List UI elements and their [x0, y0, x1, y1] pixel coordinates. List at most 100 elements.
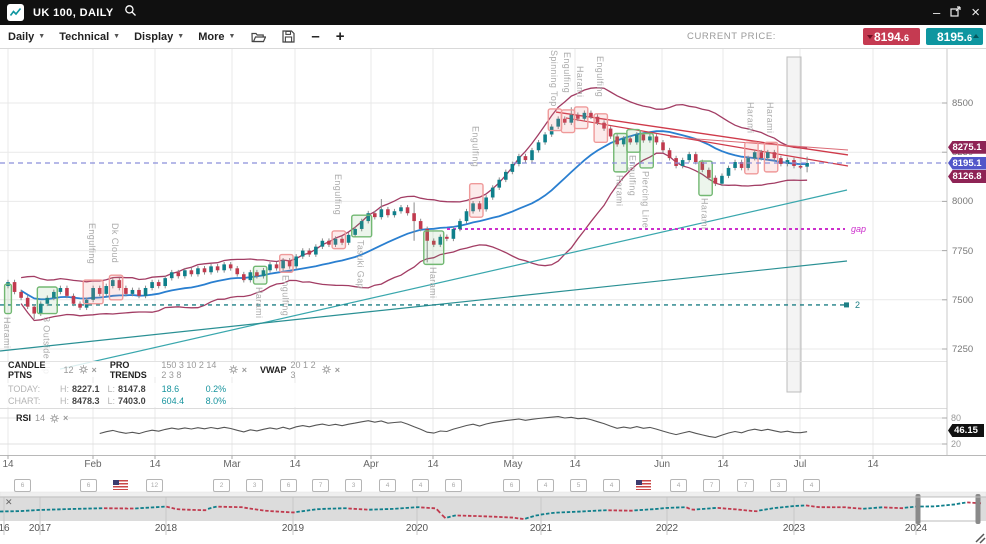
trendline-4[interactable] [0, 260, 848, 352]
calendar-event-icon[interactable]: 5 [570, 479, 587, 492]
price-tick-8500: 8500 [952, 98, 974, 109]
pattern-box-harami[interactable] [698, 160, 713, 197]
pattern-box-3-outside-up[interactable] [36, 286, 58, 315]
pattern-box-tasuki-gap[interactable] [351, 214, 373, 238]
calendar-event-icon[interactable]: 4 [412, 479, 429, 492]
vwap-remove-icon[interactable]: × [334, 364, 340, 375]
pattern-box-spinning-top[interactable] [547, 108, 563, 132]
us-flag-icon[interactable] [113, 480, 128, 490]
calendar-event-icon[interactable]: 4 [670, 479, 687, 492]
calendar-event-icon[interactable]: 12 [146, 479, 163, 492]
calendar-event-icon[interactable]: 7 [703, 479, 720, 492]
pattern-box-harami[interactable] [423, 230, 445, 266]
today-low-value: 8147.8 [118, 384, 146, 394]
trendline-2[interactable] [669, 136, 849, 151]
pattern-box-harami[interactable] [3, 283, 13, 315]
chart-change-value: 604.4 [161, 396, 185, 406]
vwap-settings-gear-icon[interactable] [322, 365, 331, 374]
pattern-box-engulfing[interactable] [468, 182, 484, 218]
calendar-event-icon[interactable]: 4 [603, 479, 620, 492]
calendar-event-icon[interactable]: 6 [14, 479, 31, 492]
candle-ptns-remove-icon[interactable]: × [91, 364, 97, 375]
rsi-name: RSI [16, 413, 32, 423]
open-folder-icon[interactable] [251, 31, 267, 43]
menu-daily[interactable]: Daily ▼ [8, 30, 46, 43]
calendar-event-icon[interactable]: 2 [213, 479, 230, 492]
pattern-box-harami[interactable] [573, 106, 589, 130]
calendar-event-icon[interactable]: 4 [537, 479, 554, 492]
calendar-event-icon[interactable]: 7 [312, 479, 329, 492]
horizontal-scrollbar[interactable] [0, 491, 986, 497]
minimap-strip[interactable] [0, 497, 986, 521]
pattern-box-dk-cloud[interactable] [108, 274, 124, 301]
zoom-in-button[interactable]: + [335, 27, 345, 45]
calendar-event-icon[interactable]: 4 [379, 479, 396, 492]
calendar-event-icon[interactable]: 6 [80, 479, 97, 492]
trendline-3[interactable] [59, 189, 848, 370]
candle-ptns-name: CANDLE PTNS [8, 359, 46, 380]
pattern-box-piercing-line[interactable] [639, 132, 655, 169]
minimap-left-handle[interactable] [915, 494, 921, 524]
pattern-box-engulfing[interactable] [593, 113, 609, 144]
pattern-label-harami: Harami [254, 287, 265, 319]
calendar-event-icon[interactable]: 3 [770, 479, 787, 492]
calendar-event-icon[interactable]: 3 [246, 479, 263, 492]
trendline-1[interactable] [565, 117, 849, 167]
candle-ptns-settings-gear-icon[interactable] [78, 365, 88, 374]
pattern-box-engulfing[interactable] [560, 109, 576, 134]
us-flag-icon[interactable] [636, 480, 651, 490]
rsi-settings-gear-icon[interactable] [50, 413, 59, 423]
toolbar: Daily ▼ Technical ▼ Display ▼ More ▼ – + CURREN… [0, 25, 986, 49]
menu-more[interactable]: More ▼ [198, 30, 236, 43]
minimap-right-handle[interactable] [975, 494, 981, 524]
minimap-selection-window[interactable] [917, 496, 979, 522]
calendar-event-icon[interactable]: 7 [737, 479, 754, 492]
zoom-out-button[interactable]: – [311, 27, 320, 45]
pattern-box-harami[interactable] [613, 132, 628, 173]
calendar-event-icon[interactable]: 6 [445, 479, 462, 492]
calendar-event-icon[interactable]: 3 [345, 479, 362, 492]
pattern-box-harami[interactable] [744, 141, 759, 175]
trendline-0[interactable] [555, 111, 849, 156]
pattern-label-dk-cloud: Dk Cloud [110, 223, 121, 264]
time-tick-14: 14 [717, 459, 729, 470]
search-icon[interactable] [124, 4, 137, 22]
pattern-box-engulfing[interactable] [626, 128, 641, 153]
pattern-label-engulfing: Engulfing [594, 56, 605, 98]
pattern-box-harami[interactable] [252, 265, 268, 285]
pattern-box-engulfing[interactable] [82, 279, 104, 305]
plot-area [0, 87, 849, 370]
close-button[interactable]: × [971, 4, 980, 21]
rsi-remove-icon[interactable]: × [63, 413, 69, 423]
highlight-band[interactable] [786, 56, 802, 393]
time-tick-14: 14 [2, 459, 14, 470]
candlesticks[interactable] [6, 107, 809, 319]
pattern-label-engulfing: Engulfing [470, 126, 481, 168]
price-badge-8275.1: 8275.1 [948, 140, 986, 154]
pattern-box-harami[interactable] [763, 141, 779, 173]
pattern-label-harami: Harami [427, 267, 438, 299]
resize-grip[interactable] [975, 533, 986, 544]
minimize-button[interactable]: – [933, 5, 941, 20]
minimap-close-icon[interactable]: ✕ [5, 497, 13, 507]
save-icon[interactable] [282, 30, 296, 43]
pattern-label-engulfing: Engulfing [280, 275, 291, 317]
pattern-label-harami: Harami [745, 101, 756, 134]
pattern-box-engulfing[interactable] [331, 230, 347, 250]
pro-trends-remove-icon[interactable]: × [241, 364, 248, 375]
menu-technical[interactable]: Technical ▼ [59, 30, 121, 43]
menu-display[interactable]: Display ▼ [134, 30, 185, 43]
today-label: TODAY: [8, 384, 41, 394]
calendar-event-icon[interactable]: 6 [280, 479, 297, 492]
chart-label: CHART: [8, 396, 41, 406]
vwap-name: VWAP [260, 364, 287, 375]
popout-button[interactable] [950, 6, 961, 19]
calendar-event-icon[interactable]: 6 [503, 479, 520, 492]
pattern-box-engulfing[interactable] [279, 253, 294, 273]
today-stats-row: TODAY: H: 8227.1 L: 8147.8 18.6 0.2% [0, 383, 340, 395]
pattern-label-piercing-line: Piercing Line [640, 170, 651, 229]
pro-trends-settings-gear-icon[interactable] [229, 365, 238, 374]
chart-change-pct: 8.0% [205, 396, 227, 406]
calendar-event-icon[interactable]: 4 [803, 479, 820, 492]
